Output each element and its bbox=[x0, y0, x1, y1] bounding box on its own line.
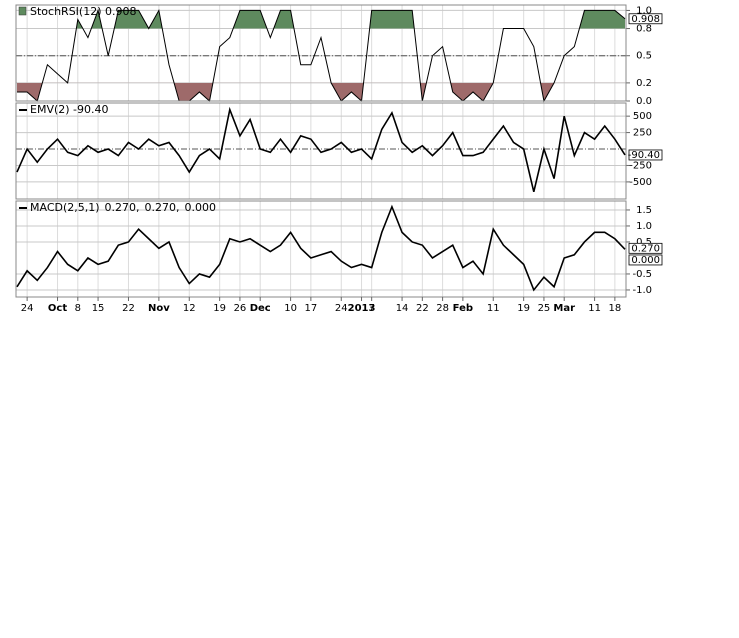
x-tick-label: Dec bbox=[250, 303, 271, 314]
y-tick-label: -250 bbox=[629, 160, 652, 171]
y-tick-label: 1.0 bbox=[636, 5, 652, 16]
last-value-label: 0.270 bbox=[631, 243, 660, 254]
readout: 0.000 bbox=[185, 201, 217, 214]
x-tick-label: 2013 bbox=[348, 303, 376, 314]
panel-border bbox=[15, 102, 627, 200]
panel-title: MACD(2,5,1) bbox=[30, 201, 100, 214]
series-line bbox=[16, 106, 626, 192]
x-tick-label: 11 bbox=[487, 303, 500, 314]
y-tick-label: -500 bbox=[629, 177, 652, 188]
panel-border bbox=[15, 200, 627, 298]
last-value-label: -90.40 bbox=[628, 150, 660, 161]
y-tick-label: 0.5 bbox=[636, 51, 652, 62]
x-tick-label: 28 bbox=[436, 303, 449, 314]
x-tick-label: 10 bbox=[284, 303, 297, 314]
x-tick-label: 19 bbox=[213, 303, 226, 314]
legend-icon bbox=[18, 6, 27, 16]
y-tick-label: 0.0 bbox=[636, 96, 652, 107]
last-value-tag bbox=[628, 13, 663, 25]
x-tick-label: Mar bbox=[553, 303, 575, 314]
x-tick-label: 7 bbox=[368, 303, 374, 314]
x-tick-label: 24 bbox=[21, 303, 34, 314]
y-tick-label: -0.5 bbox=[632, 269, 652, 280]
y-tick-label: 0.2 bbox=[636, 78, 652, 89]
area-fill bbox=[17, 10, 625, 29]
x-tick-label: 24 bbox=[335, 303, 348, 314]
x-tick-label: 8 bbox=[75, 303, 81, 314]
last-value-label: 0.000 bbox=[631, 255, 660, 266]
series-line bbox=[16, 204, 626, 292]
x-tick-label: 18 bbox=[608, 303, 621, 314]
x-tick-label: 17 bbox=[304, 303, 317, 314]
x-tick-label: 22 bbox=[122, 303, 135, 314]
x-tick-label: Feb bbox=[453, 303, 473, 314]
y-tick-label: 1.0 bbox=[636, 221, 652, 232]
last-value-tag bbox=[628, 242, 663, 254]
y-tick-label: -1.0 bbox=[632, 285, 652, 296]
y-tick-label: 1.5 bbox=[636, 205, 652, 216]
y-tick-label: 250 bbox=[633, 128, 652, 139]
x-tick-label: Oct bbox=[48, 303, 67, 314]
x-tick-label: 22 bbox=[416, 303, 429, 314]
x-tick-label: 15 bbox=[92, 303, 105, 314]
y-tick-label: 500 bbox=[633, 111, 652, 122]
panel-border bbox=[15, 4, 627, 102]
x-tick-label: 26 bbox=[234, 303, 247, 314]
last-value-label: 0.908 bbox=[631, 14, 660, 25]
x-tick-label: 25 bbox=[538, 303, 551, 314]
x-tick-label: 11 bbox=[588, 303, 601, 314]
y-tick-label: 0.5 bbox=[636, 237, 652, 248]
x-tick-label: 14 bbox=[396, 303, 409, 314]
area-fill bbox=[17, 82, 625, 101]
last-value-tag bbox=[628, 254, 663, 266]
readout: 0.270, bbox=[105, 201, 140, 214]
x-tick-label: 19 bbox=[517, 303, 530, 314]
series-line bbox=[17, 8, 626, 103]
x-tick-label: 12 bbox=[183, 303, 196, 314]
x-tick-label: Nov bbox=[148, 303, 170, 314]
last-value-tag bbox=[628, 149, 663, 161]
readout: 0.270, bbox=[145, 201, 180, 214]
panel-title: StochRSI(12) 0.908 bbox=[30, 5, 136, 18]
y-tick-label: 0.8 bbox=[636, 24, 652, 35]
panel-title: EMV(2) -90.40 bbox=[30, 103, 109, 116]
